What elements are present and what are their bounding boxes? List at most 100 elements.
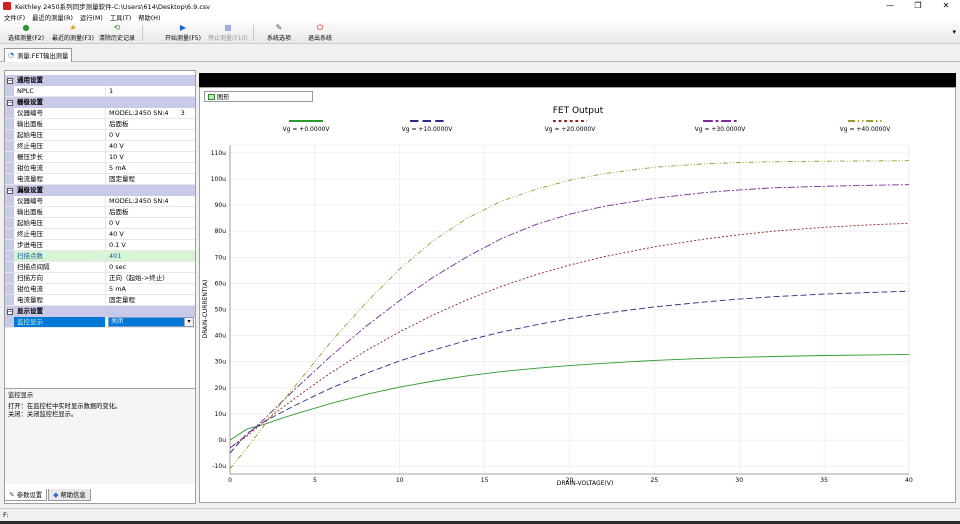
legend-label-1: Vg = +10.0000V — [402, 126, 454, 133]
collapse-icon[interactable]: − — [6, 76, 13, 84]
category-general[interactable]: − 通用设置 — [5, 75, 195, 86]
menu-tools[interactable]: 工具(T) — [109, 14, 132, 22]
toolbar-overflow-icon[interactable]: ▾ — [952, 28, 956, 36]
property-value[interactable]: 10 V — [109, 153, 124, 161]
property-value[interactable]: 0 V — [109, 219, 120, 227]
tab-fet-output[interactable]: ◔ 测量:FET输出测量 — [4, 48, 72, 62]
y-tick-label: 20u — [215, 385, 227, 392]
maximize-icon[interactable]: ❐ — [914, 1, 922, 10]
tab-graph[interactable]: 图形 — [204, 91, 313, 102]
property-row[interactable]: 终止电压 40 V — [5, 141, 195, 152]
property-value[interactable]: 0.1 V — [109, 241, 126, 249]
property-value[interactable]: MODEL:2450 SN:4 — [109, 197, 169, 205]
property-row[interactable]: 电流量程 固定量程 — [5, 295, 195, 306]
recent-measure-button[interactable]: ★ 最近的测量(F3) — [52, 23, 94, 42]
settings-panel: − 通用设置 NPLC 1 − 栅极设置 仪器编号 MODEL:2450 SN:… — [4, 70, 196, 504]
chart-legend: Vg = +0.0000V Vg = +10.0000V Vg = +20.0000… — [283, 120, 891, 133]
property-row-highlighted[interactable]: 扫描点数 401 — [5, 251, 195, 262]
minimize-icon[interactable]: — — [886, 1, 894, 10]
monitor-display-dropdown[interactable]: 关闭 ▾ — [108, 317, 194, 327]
measure-icon: ◔ — [8, 51, 15, 59]
property-row-selected[interactable]: 监控显示 关闭 ▾ — [5, 317, 195, 328]
property-key: 扫描方向 — [14, 273, 106, 283]
tab-params[interactable]: ✎ 参数设置 — [4, 489, 48, 501]
category-display[interactable]: − 显示设置 — [5, 306, 195, 317]
property-row[interactable]: 钳位电流 5 mA — [5, 163, 195, 174]
property-value[interactable]: 5 mA — [109, 164, 126, 172]
property-key: 仪器编号 — [14, 108, 106, 118]
property-row[interactable]: 起始电压 0 V — [5, 130, 195, 141]
property-key: 仪器编号 — [14, 196, 106, 206]
property-key: 步进电压 — [14, 240, 106, 250]
chart-grid — [229, 144, 910, 475]
property-row[interactable]: 钳位电流 5 mA — [5, 284, 195, 295]
property-value[interactable]: 0 V — [109, 131, 120, 139]
help-title: 监控显示 — [8, 392, 34, 399]
collapse-icon[interactable]: − — [6, 307, 13, 315]
property-value[interactable]: 0 sec — [109, 263, 127, 271]
property-value[interactable]: 固定量程 — [109, 296, 135, 304]
property-value[interactable]: 正向（起始->终止） — [109, 274, 169, 282]
graph-panel: 图形 FET Output Vg = +0.0000V Vg = +10.0000… — [199, 87, 956, 503]
x-tick-label: 30 — [735, 477, 743, 484]
x-tick-label: 35 — [820, 477, 828, 484]
menu-recent[interactable]: 最近的测量(R) — [32, 14, 73, 22]
help-line: 打开：在监控栏中实时显示数据的变化。 — [8, 402, 122, 410]
series-line-1 — [229, 290, 910, 454]
system-options-button[interactable]: ✎ 系统选项 — [267, 23, 292, 42]
property-value[interactable]: MODEL:2450 SN:4 3 — [109, 109, 185, 117]
menu-run[interactable]: 运行(M) — [79, 14, 103, 22]
property-row[interactable]: 终止电压 40 V — [5, 229, 195, 240]
exit-system-button[interactable]: ⏻ 退出系统 — [308, 23, 333, 42]
property-grid: − 通用设置 NPLC 1 − 栅极设置 仪器编号 MODEL:2450 SN:… — [5, 75, 195, 328]
wrench-icon: ✎ — [9, 490, 15, 499]
property-key: 钳位电流 — [14, 163, 106, 173]
tab-help-info[interactable]: ◆ 帮助信息 — [48, 489, 91, 501]
property-row[interactable]: 仪器编号 MODEL:2450 SN:4 3 — [5, 108, 195, 119]
property-value[interactable]: 后面板 — [109, 208, 129, 216]
property-key: 监控显示 — [14, 317, 106, 327]
x-tick-label: 15 — [481, 477, 489, 484]
property-row[interactable]: 扫描方向 正向（起始->终止） — [5, 273, 195, 284]
property-row[interactable]: 扫描点间隔 0 sec — [5, 262, 195, 273]
property-row[interactable]: 电流量程 固定量程 — [5, 174, 195, 185]
property-key: 电流量程 — [14, 174, 106, 184]
property-row[interactable]: 栅压步长 10 V — [5, 152, 195, 163]
property-row[interactable]: 起始电压 0 V — [5, 218, 195, 229]
x-tick-label: 0 — [228, 477, 232, 484]
property-row[interactable]: 步进电压 0.1 V — [5, 240, 195, 251]
property-key: 终止电压 — [14, 141, 106, 151]
property-value[interactable]: 5 mA — [109, 285, 126, 293]
collapse-icon[interactable]: − — [6, 98, 13, 106]
start-measure-button[interactable]: ▶ 开始测量(F5) — [165, 23, 201, 42]
property-value[interactable]: 40 V — [109, 230, 124, 238]
x-tick-label: 20 — [566, 477, 574, 484]
y-tick-label: 110u — [211, 150, 226, 157]
property-value[interactable]: 后面板 — [109, 120, 129, 128]
property-row[interactable]: 仪器编号 MODEL:2450 SN:4 — [5, 196, 195, 207]
category-drain[interactable]: − 漏极设置 — [5, 185, 195, 196]
toolbar-separator — [142, 25, 143, 41]
menu-help[interactable]: 帮助(H) — [138, 14, 161, 22]
property-row[interactable]: NPLC 1 — [5, 86, 195, 97]
property-value[interactable]: 40 V — [109, 142, 124, 150]
property-value[interactable]: 固定量程 — [109, 175, 135, 183]
chevron-down-icon[interactable]: ▾ — [184, 318, 193, 326]
collapse-icon[interactable]: − — [6, 186, 13, 194]
property-row[interactable]: 输出面板 后面板 — [5, 119, 195, 130]
select-measure-button[interactable]: ● 选择测量(F2) — [8, 23, 44, 42]
property-row[interactable]: 输出面板 后面板 — [5, 207, 195, 218]
category-gate[interactable]: − 栅极设置 — [5, 97, 195, 108]
series-line-3 — [229, 184, 910, 449]
x-tick-label: 10 — [396, 477, 404, 484]
property-value[interactable]: 401 — [106, 251, 195, 261]
property-value[interactable]: 1 — [109, 87, 114, 95]
star-icon: ★ — [69, 23, 77, 32]
chart-axes: 0 5 10 15 20 25 30 35 40 -10u 0u 10u 20u 30u 40u 50u 60u… — [211, 145, 913, 484]
menu-file[interactable]: 文件(F) — [4, 14, 26, 22]
stop-measure-button[interactable]: ■ 停止测量(F10) — [208, 23, 248, 42]
close-icon[interactable]: ✕ — [942, 1, 950, 10]
legend-label-0: Vg = +0.0000V — [283, 126, 331, 133]
y-tick-label: 100u — [211, 176, 226, 183]
clear-history-button[interactable]: ⟲ 清除历史记录 — [99, 23, 136, 42]
